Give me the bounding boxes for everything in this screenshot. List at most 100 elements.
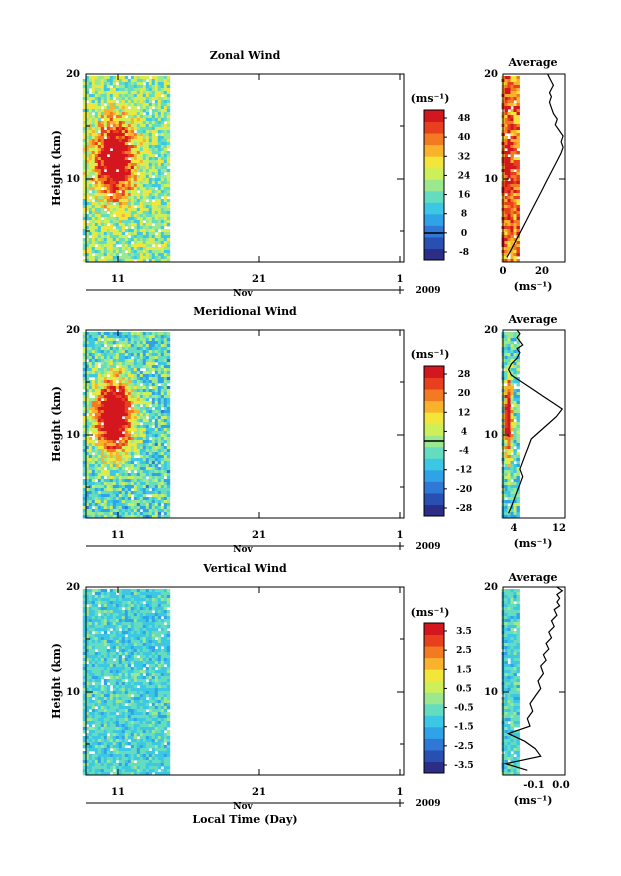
vertical-heatmap-cell: [118, 613, 123, 617]
zonal-heatmap-cell: [130, 175, 135, 179]
vertical-heatmap-cell: [85, 712, 90, 716]
zonal-heatmap-cell: [157, 97, 162, 101]
zonal-heatmap-cell: [121, 76, 126, 80]
meridional-heatmap-cell: [133, 356, 138, 360]
zonal-heatmap-cell: [513, 157, 517, 161]
zonal-heatmap-cell: [130, 229, 135, 233]
zonal-heatmap-cell: [130, 247, 135, 251]
zonal-heatmap-cell: [136, 151, 141, 155]
zonal-heatmap-cell: [118, 97, 123, 101]
zonal-heatmap-cell: [516, 91, 520, 95]
zonal-heatmap-cell: [133, 214, 138, 218]
zonal-xtick-11: 11: [111, 274, 125, 285]
meridional-heatmap-cell: [148, 425, 153, 429]
zonal-heatmap-cell: [106, 199, 111, 203]
zonal-heatmap-cell: [106, 94, 111, 98]
zonal-heatmap-cell: [133, 202, 138, 206]
zonal-heatmap-cell: [507, 106, 511, 110]
vertical-heatmap-cell: [100, 694, 105, 698]
vertical-heatmap-cell: [94, 619, 99, 623]
zonal-heatmap-cell: [91, 139, 96, 143]
meridional-heatmap-cell: [507, 449, 511, 453]
zonal-heatmap-cell: [163, 169, 168, 173]
zonal-heatmap-cell: [510, 148, 514, 152]
zonal-heatmap-cell: [124, 79, 129, 83]
meridional-heatmap-cell: [124, 422, 129, 426]
zonal-heatmap-cell: [507, 130, 511, 134]
zonal-heatmap-cell: [94, 205, 99, 209]
meridional-heatmap-cell: [157, 419, 162, 423]
vertical-heatmap-cell: [109, 727, 114, 731]
zonal-heatmap-cell: [124, 184, 129, 188]
meridional-heatmap-cell: [133, 449, 138, 453]
meridional-heatmap-cell: [133, 344, 138, 348]
meridional-heatmap-cell: [115, 482, 120, 486]
vertical-heatmap-cell: [109, 736, 114, 740]
zonal-heatmap-cell: [516, 82, 520, 86]
meridional-heatmap-cell: [127, 431, 132, 435]
zonal-heatmap-cell: [142, 229, 147, 233]
zonal-heatmap-cell: [507, 97, 511, 101]
zonal-heatmap-cell: [88, 211, 93, 215]
meridional-heatmap-cell: [100, 401, 105, 405]
zonal-heatmap-cell: [154, 202, 159, 206]
meridional-heatmap-cell: [513, 455, 517, 459]
zonal-heatmap-cell: [103, 157, 108, 161]
zonal-heatmap-cell: [91, 193, 96, 197]
meridional-heatmap-cell: [510, 389, 514, 393]
meridional-heatmap-cell: [151, 344, 156, 348]
meridional-heatmap-cell: [124, 419, 129, 423]
meridional-heatmap-cell: [139, 425, 144, 429]
zonal-heatmap-cell: [142, 91, 147, 95]
vertical-heatmap-cell: [100, 649, 105, 653]
zonal-heatmap-cell: [151, 187, 156, 191]
zonal-heatmap-cell: [136, 256, 141, 260]
meridional-heatmap-cell: [88, 491, 93, 495]
meridional-heatmap-cell: [157, 422, 162, 426]
zonal-heatmap-cell: [145, 241, 150, 245]
meridional-heatmap-cell: [100, 377, 105, 381]
zonal-heatmap-cell: [157, 157, 162, 161]
zonal-heatmap-cell: [97, 103, 102, 107]
zonal-heatmap-cell: [124, 127, 129, 131]
zonal-heatmap-cell: [504, 229, 508, 233]
meridional-heatmap-cell: [157, 449, 162, 453]
meridional-colorbar-label: 20: [458, 389, 471, 399]
meridional-heatmap-cell: [121, 392, 126, 396]
zonal-heatmap-cell: [130, 253, 135, 257]
meridional-heatmap-cell: [160, 353, 165, 357]
meridional-heatmap-cell: [124, 407, 129, 411]
zonal-heatmap-cell: [106, 151, 111, 155]
zonal-heatmap-cell: [88, 142, 93, 146]
zonal-heatmap-cell: [103, 145, 108, 149]
vertical-heatmap-cell: [85, 715, 90, 719]
zonal-heatmap-cell: [145, 238, 150, 242]
vertical-heatmap-cell: [112, 607, 117, 611]
zonal-heatmap-cell: [100, 157, 105, 161]
zonal-heatmap-cell: [82, 91, 87, 95]
meridional-heatmap-cell: [148, 338, 153, 342]
zonal-heatmap-cell: [516, 121, 520, 125]
vertical-heatmap-cell: [91, 730, 96, 734]
vertical-heatmap-cell: [94, 667, 99, 671]
zonal-heatmap-cell: [112, 217, 117, 221]
meridional-heatmap-cell: [82, 458, 87, 462]
meridional-heatmap-cell: [115, 395, 120, 399]
zonal-heatmap-cell: [139, 211, 144, 215]
zonal-heatmap-cell: [97, 256, 102, 260]
zonal-heatmap-cell: [97, 94, 102, 98]
meridional-heatmap-cell: [136, 515, 141, 519]
meridional-heatmap-cell: [82, 344, 87, 348]
meridional-heatmap-cell: [130, 377, 135, 381]
zonal-heatmap-cell: [130, 193, 135, 197]
meridional-heatmap-cell: [154, 506, 159, 510]
zonal-heatmap-cell: [97, 127, 102, 131]
meridional-heatmap-cell: [163, 416, 168, 420]
vertical-heatmap-cell: [88, 649, 93, 653]
zonal-heatmap-cell: [516, 232, 520, 236]
vertical-heatmap-cell: [94, 721, 99, 725]
zonal-heatmap-cell: [163, 190, 168, 194]
meridional-heatmap-cell: [82, 425, 87, 429]
zonal-heatmap-cell: [148, 241, 153, 245]
